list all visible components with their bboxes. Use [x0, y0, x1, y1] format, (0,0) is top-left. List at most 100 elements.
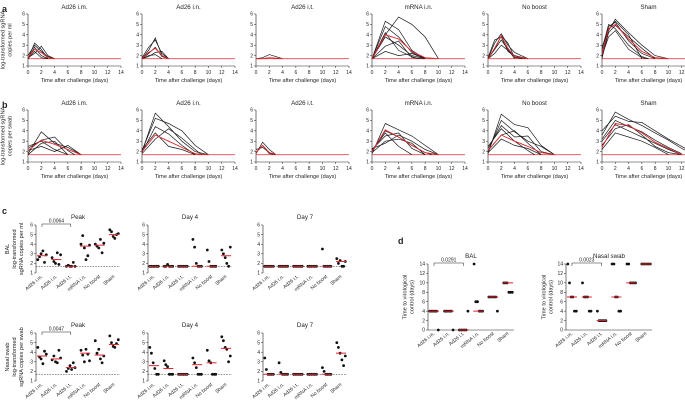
series-line [141, 128, 203, 155]
y-tick-label: 4 [142, 350, 145, 356]
x-tick-label: 12 [333, 166, 339, 172]
y-tick-label: 1 [22, 64, 25, 70]
x-tick-label: 4 [281, 166, 284, 172]
x-tick-label: 14 [346, 70, 352, 76]
x-tick-label: 6 [526, 166, 529, 172]
x-tick-label: 2 [614, 166, 617, 172]
data-point [472, 262, 476, 266]
y-axis-label-d-bal: Time to virologicalcontrol (days) [403, 275, 416, 320]
y-tick-label: 4 [596, 33, 599, 39]
data-point [263, 356, 267, 360]
y-tick-label: 3 [596, 139, 599, 145]
x-tick-label: 12 [679, 70, 685, 76]
data-point [99, 238, 102, 241]
y-tick-label: 2 [366, 149, 369, 155]
y-tick-label: 5 [30, 340, 33, 346]
x-tick-label: 4 [281, 70, 284, 76]
y-tick-label: 1 [366, 160, 369, 166]
data-point [79, 348, 83, 352]
data-point [337, 346, 340, 349]
y-tick-label: 5 [142, 232, 145, 238]
y-tick-label: 0 [422, 328, 425, 334]
series-line [601, 132, 669, 156]
data-point [222, 339, 225, 343]
y-axis-label-d-nasal-line: control (days) [549, 280, 555, 314]
y-axis-label-a-line: copies per ml [8, 23, 14, 56]
x-tick-label: 0 [371, 70, 374, 76]
y-tick-label: 1 [142, 379, 145, 385]
y-tick-label: 1 [482, 160, 485, 166]
x-category-label: Sham [329, 382, 343, 395]
chart-title: Ad26 i.m. [61, 4, 87, 11]
significance-bracket [41, 331, 72, 335]
data-point [220, 335, 224, 339]
y-tick-label: 5 [250, 22, 253, 28]
x-tick-label: 4 [627, 166, 630, 172]
x-tick-label: 4 [53, 166, 56, 172]
y-tick-label: 3 [482, 43, 485, 49]
data-point [166, 365, 170, 368]
y-tick-label: 2 [30, 369, 33, 375]
y-tick-label: 10 [419, 281, 425, 287]
row-label-nasal-swab-line: sgRNA copies per swab [19, 327, 25, 386]
mean-line [371, 129, 439, 156]
y-tick-label: 6 [22, 12, 25, 18]
mean-line [27, 48, 55, 60]
data-point [207, 260, 211, 263]
x-tick-label: 12 [679, 166, 685, 172]
x-tick-label: 8 [654, 166, 657, 172]
y-tick-label: 1 [30, 271, 33, 277]
data-point [156, 372, 160, 376]
x-tick-label: 4 [627, 70, 630, 76]
y-tick-label: 2 [142, 261, 145, 267]
x-tick-label: 10 [92, 166, 98, 172]
panel-label-b: b [2, 100, 8, 110]
series-line [141, 126, 196, 155]
chart-title: Day 4 [182, 214, 199, 221]
data-point [68, 364, 72, 367]
data-point [99, 357, 102, 361]
mean-line [601, 123, 682, 156]
chart-title: Day 7 [297, 322, 314, 329]
data-point [321, 247, 324, 251]
x-tick-label: 8 [424, 70, 427, 76]
data-point [496, 309, 499, 313]
x-tick-label: 4 [167, 166, 170, 172]
x-tick-label: 0 [141, 166, 144, 172]
chart-title: Peak [71, 214, 86, 221]
data-point [581, 281, 584, 285]
panel-label-d: d [398, 236, 404, 246]
series-line [27, 46, 49, 60]
mean-line [27, 139, 82, 156]
y-tick-label: 6 [136, 12, 139, 18]
data-point [36, 346, 40, 349]
x-tick-label: 2 [500, 70, 503, 76]
data-point [476, 300, 479, 304]
series-line [487, 33, 529, 60]
series-line [141, 54, 163, 60]
data-point [612, 262, 616, 266]
data-point [36, 258, 40, 261]
y-tick-label: 6 [30, 331, 33, 337]
x-category-label: No boost [83, 382, 103, 400]
data-point [70, 368, 73, 371]
y-tick-label: 3 [22, 43, 25, 49]
x-axis-label: Time after challenge (days) [615, 174, 683, 180]
x-axis-label: Time after challenge (days) [41, 78, 109, 84]
y-axis-label-b-line: log-transformed sgRNA [1, 107, 7, 166]
y-tick-label: 5 [366, 118, 369, 124]
y-tick-label: 5 [482, 22, 485, 28]
x-axis-label: Time after challenge (days) [615, 78, 683, 84]
mean-line [371, 34, 439, 60]
y-tick-label: 6 [250, 12, 253, 18]
x-tick-label: 12 [565, 166, 571, 172]
x-category-label: Sham [214, 382, 228, 395]
y-tick-label: 6 [22, 108, 25, 114]
y-tick-label: 6 [422, 299, 425, 305]
y-tick-label: 1 [136, 64, 139, 70]
x-tick-label: 6 [294, 166, 297, 172]
mean-line [141, 47, 169, 60]
